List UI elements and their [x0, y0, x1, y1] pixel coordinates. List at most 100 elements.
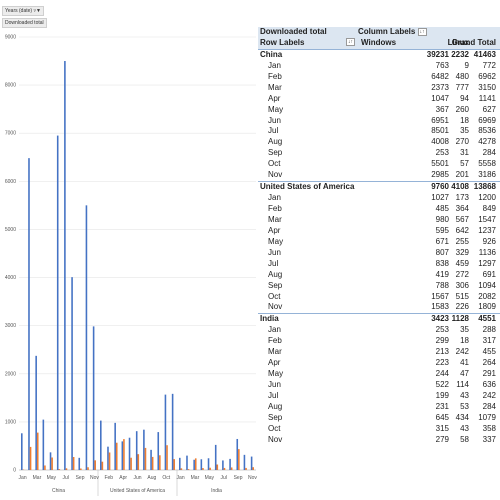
month-label: Feb	[268, 71, 282, 81]
month-windows: 671	[435, 236, 449, 246]
chart-plot: 0 1000 2000 3000 4000 5000 6000 7000 8000 9000 Jan…	[5, 35, 257, 496]
bar	[36, 432, 39, 470]
bar	[64, 61, 66, 470]
bar	[164, 394, 167, 470]
group-windows: 9760	[431, 182, 449, 192]
bar	[108, 452, 111, 470]
linux-header: Linux	[447, 37, 469, 47]
bar	[243, 454, 246, 470]
value-field-button[interactable]: Downloaded total	[2, 18, 47, 28]
month-linux: 260	[455, 104, 469, 114]
month-windows: 223	[435, 358, 449, 368]
month-windows: 253	[435, 148, 449, 158]
month-windows: 2985	[431, 170, 449, 180]
pivot-month-row: Jun 6951 18 6969	[258, 116, 500, 127]
x-tick-label: May	[47, 475, 57, 481]
x-tick-label: Mar	[191, 475, 200, 481]
bar	[94, 460, 96, 470]
month-total: 772	[482, 60, 496, 70]
month-total: 1237	[478, 225, 496, 235]
month-label: Sep	[268, 412, 283, 422]
month-linux: 41	[460, 358, 469, 368]
bar	[71, 277, 73, 470]
month-windows: 6951	[431, 115, 449, 125]
x-tick-label: Jun	[133, 475, 141, 481]
bar	[114, 422, 116, 470]
month-total: 1079	[478, 412, 496, 422]
bar	[58, 469, 61, 470]
month-total: 926	[482, 236, 496, 246]
bar	[65, 468, 68, 470]
month-windows: 1567	[431, 291, 449, 301]
month-label: Jun	[268, 247, 281, 257]
pivot-month-row: Aug 4008 270 4278	[258, 137, 500, 148]
month-windows: 980	[435, 214, 449, 224]
month-total: 6969	[478, 115, 496, 125]
month-linux: 434	[455, 412, 469, 422]
month-windows: 485	[435, 204, 449, 213]
bar	[107, 446, 109, 470]
bar	[238, 449, 240, 470]
years-filter-button[interactable]: Years (date) ▿▼	[2, 6, 44, 16]
pivot-month-row: May 671 255 926	[258, 237, 500, 248]
x-tick-label: Sep	[76, 475, 85, 481]
value-field-label: Downloaded total	[5, 20, 44, 26]
bar	[21, 433, 23, 470]
month-label: Mar	[268, 82, 282, 92]
bar	[180, 468, 183, 470]
bar	[115, 442, 118, 470]
month-linux: 515	[455, 291, 469, 301]
month-windows: 279	[435, 434, 449, 444]
pivot-group-row[interactable]: United States of America 9760 4108 13868	[258, 181, 500, 193]
pivot-month-row: Nov 1583 226 1809	[258, 302, 500, 313]
pivot-month-row: Oct 315 43 358	[258, 424, 500, 435]
month-linux: 173	[455, 193, 469, 203]
pivot-group-row[interactable]: China 39231 2232 41463	[258, 48, 500, 61]
month-total: 1547	[478, 214, 496, 224]
bar	[150, 449, 152, 470]
month-total: 1809	[478, 302, 496, 312]
column-sort-icon[interactable]: ↓↑	[417, 27, 427, 36]
bar	[56, 135, 59, 471]
filter-icon: ▿▼	[33, 8, 41, 14]
pivot-month-row: Nov 2985 201 3186	[258, 170, 500, 181]
month-total: 3150	[478, 82, 496, 92]
month-total: 636	[482, 380, 496, 389]
pivot-month-row: Oct 1567 515 2082	[258, 292, 500, 303]
pivot-month-row: Feb 485 364 849	[258, 204, 500, 215]
pivot-month-row: Sep 253 31 284	[258, 148, 500, 159]
row-sort-icon[interactable]: ↓↑	[346, 37, 355, 46]
month-label: Jan	[268, 193, 281, 203]
month-total: 1141	[478, 93, 496, 103]
years-filter-label: Years (date)	[5, 8, 33, 14]
month-label: Aug	[268, 137, 283, 147]
month-label: Jul	[268, 258, 279, 268]
pivot-month-row: Jan 253 35 288	[258, 325, 500, 336]
bar	[207, 458, 210, 470]
windows-header: Windows	[361, 37, 397, 47]
pivot-header-row-1: Downloaded total Column Labels ↓↑	[258, 27, 500, 38]
month-label: Jun	[268, 380, 281, 389]
month-label: Oct	[268, 291, 281, 301]
pivot-month-row: Jun 807 329 1136	[258, 248, 500, 259]
pivot-month-row: Jul 199 43 242	[258, 391, 500, 402]
group-windows: 3423	[431, 314, 449, 324]
group-linux: 1128	[451, 314, 469, 324]
month-label: Feb	[268, 204, 282, 213]
y-tick-label: 3000	[5, 323, 16, 329]
pivot-group-row[interactable]: India 3423 1128 4551	[258, 313, 500, 325]
month-total: 337	[482, 434, 496, 444]
month-windows: 763	[435, 60, 449, 70]
bar	[72, 457, 75, 470]
pivot-month-row: Feb 6482 480 6962	[258, 72, 500, 83]
bar	[92, 326, 95, 470]
column-labels-header[interactable]: Column Labels ↓↑	[358, 27, 427, 38]
month-total: 288	[482, 325, 496, 335]
month-label: May	[268, 236, 284, 246]
month-windows: 244	[435, 369, 449, 379]
bar	[121, 441, 124, 470]
month-label: Apr	[268, 358, 281, 368]
x-group-label: United States of America	[110, 488, 165, 494]
month-windows: 5501	[431, 159, 449, 169]
bar	[42, 419, 45, 470]
